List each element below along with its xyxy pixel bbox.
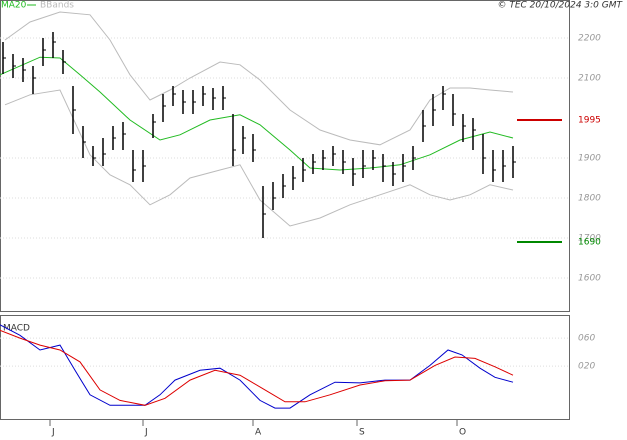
macd-panel — [0, 315, 570, 420]
panel-title: MACD — [3, 324, 30, 334]
x-tick-label: J — [51, 428, 55, 438]
price-panel — [0, 0, 570, 312]
legend-label: MA20 — [1, 1, 27, 11]
x-tick-label: A — [255, 428, 262, 438]
y-tick-label: 1700 — [578, 234, 601, 244]
legend-label: BBands — [40, 1, 74, 11]
x-tick-label: O — [459, 428, 466, 438]
level-label: 1690 — [578, 238, 601, 248]
y-tick-label: 1600 — [578, 274, 601, 284]
y-tick-label: 2200 — [578, 34, 601, 44]
level-label: 1995 — [578, 116, 601, 126]
y-tick-label: 060 — [578, 334, 595, 344]
macd-line — [0, 324, 514, 409]
macd-line — [0, 329, 514, 406]
y-tick-label: 1800 — [578, 194, 601, 204]
x-tick-label: J — [144, 428, 148, 438]
band-lower — [4, 89, 514, 227]
y-tick-label: 2100 — [578, 74, 601, 84]
y-tick-label: 1900 — [578, 154, 601, 164]
y-tick-label: 020 — [578, 362, 595, 372]
x-tick-label: S — [359, 428, 365, 438]
ma-line — [0, 56, 514, 171]
band-upper — [4, 11, 514, 146]
copyright: © TEC 20/10/2024 3:0 GMT — [497, 1, 623, 11]
